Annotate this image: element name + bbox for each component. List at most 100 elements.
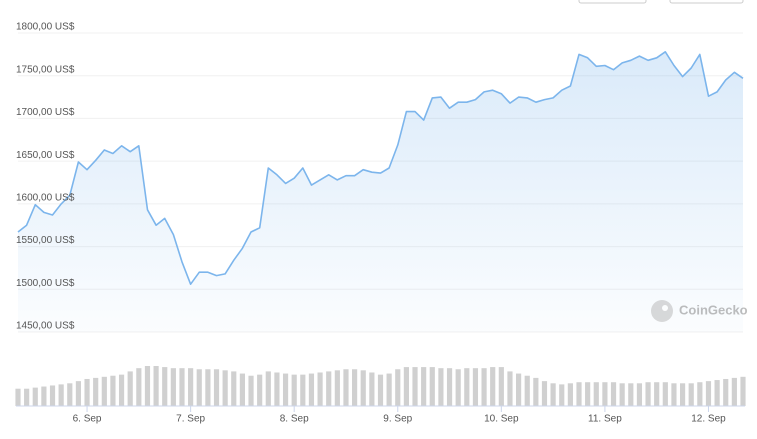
logo-eye xyxy=(662,305,668,311)
volume-bar xyxy=(421,367,427,406)
volume-bar xyxy=(127,371,133,406)
volume-bar xyxy=(179,368,185,406)
volume-bar xyxy=(636,383,643,406)
volume-bar xyxy=(248,375,254,406)
volume-bar xyxy=(49,385,56,406)
volume-bar xyxy=(239,373,245,406)
volume-bar xyxy=(274,372,280,406)
volume-bar xyxy=(343,369,349,406)
logo-icon xyxy=(651,300,673,322)
volume-bar xyxy=(110,375,116,406)
volume-bar xyxy=(688,383,694,406)
volume-bar xyxy=(731,377,737,406)
volume-bar xyxy=(464,368,470,406)
volume-bar xyxy=(507,371,513,406)
price-area xyxy=(18,51,743,333)
volume-bar xyxy=(714,380,720,406)
volume-bar xyxy=(67,383,73,406)
y-tick-label: 1750,00 US$ xyxy=(16,64,75,75)
x-tick-label: 6. Sep xyxy=(73,414,102,425)
volume-bar xyxy=(429,367,435,406)
volume-bar xyxy=(257,374,263,406)
volume-layer xyxy=(15,366,746,406)
volume-bar xyxy=(170,368,176,406)
volume-bar xyxy=(360,370,366,406)
volume-bar xyxy=(308,373,315,406)
volume-bar xyxy=(723,378,729,406)
axes: 1450,00 US$ 1500,00 US$ 1550,00 US$ 1600,00… xyxy=(16,22,745,425)
volume-bar xyxy=(541,381,548,406)
volume-bar xyxy=(490,367,496,406)
x-tick-label: 10. Sep xyxy=(484,414,519,425)
volume-bar xyxy=(118,374,125,406)
volume-bar xyxy=(645,382,651,406)
y-tick-label: 1700,00 US$ xyxy=(16,107,75,118)
x-tick-label: 9. Sep xyxy=(383,414,412,425)
volume-bar xyxy=(585,382,591,406)
volume-bar xyxy=(377,374,384,406)
volume-bar xyxy=(369,372,375,406)
volume-bar xyxy=(101,376,107,406)
volume-bar xyxy=(334,370,340,406)
volume-bar xyxy=(162,367,168,406)
volume-bar xyxy=(697,382,703,406)
volume-bar xyxy=(282,373,289,406)
volume-bar xyxy=(593,382,599,406)
price-line xyxy=(17,51,744,285)
range-button[interactable] xyxy=(578,0,647,4)
volume-bar xyxy=(567,383,573,406)
volume-bar xyxy=(205,369,211,406)
x-tick-label: 12. Sep xyxy=(691,414,726,425)
volume-bar xyxy=(144,366,151,406)
volume-bar xyxy=(740,376,746,406)
volume-bar xyxy=(446,368,453,406)
volume-bar xyxy=(395,369,401,406)
volume-bar xyxy=(15,388,21,406)
volume-bar xyxy=(628,383,634,406)
volume-bar xyxy=(386,373,392,406)
volume-bar xyxy=(619,383,625,406)
y-tick-label: 1800,00 US$ xyxy=(16,22,75,33)
volume-bar xyxy=(136,368,142,406)
x-tick-label: 7. Sep xyxy=(176,414,205,425)
volume-bar xyxy=(326,371,332,406)
y-tick-label: 1650,00 US$ xyxy=(16,150,75,161)
volume-bar xyxy=(300,374,306,406)
range-button[interactable] xyxy=(669,0,744,4)
volume-bar xyxy=(671,383,677,406)
watermark: CoinGecko xyxy=(651,300,748,322)
volume-bar xyxy=(550,383,556,406)
y-tick-label: 1550,00 US$ xyxy=(16,235,75,246)
volume-bar xyxy=(231,371,237,406)
volume-bar xyxy=(576,382,582,406)
volume-bar xyxy=(291,374,297,406)
volume-bar xyxy=(93,377,99,406)
volume-bar xyxy=(610,382,617,406)
volume-bar xyxy=(317,372,323,406)
y-tick-label: 1500,00 US$ xyxy=(16,278,75,289)
volume-bar xyxy=(679,383,686,406)
volume-bar xyxy=(58,384,64,406)
volume-bar xyxy=(438,368,444,406)
volume-bar xyxy=(24,388,30,406)
watermark-text: CoinGecko xyxy=(679,302,748,317)
volume-bar xyxy=(516,373,522,406)
volume-bar xyxy=(498,367,504,406)
volume-bar xyxy=(412,367,418,406)
volume-bar xyxy=(403,367,409,406)
volume-bar xyxy=(481,368,487,406)
volume-bar xyxy=(84,378,90,406)
volume-bar xyxy=(222,370,228,406)
volume-bar xyxy=(32,387,38,406)
volume-bar xyxy=(455,369,461,406)
volume-bar xyxy=(524,375,530,406)
volume-bar xyxy=(472,368,479,406)
volume-bar xyxy=(352,369,358,406)
volume-bar xyxy=(705,381,712,406)
area-layer xyxy=(17,51,744,333)
volume-bar xyxy=(196,369,202,406)
volume-bar xyxy=(602,382,608,406)
volume-bar xyxy=(533,377,539,406)
y-tick-label: 1600,00 US$ xyxy=(16,192,75,203)
y-tick-label: 1450,00 US$ xyxy=(16,321,75,332)
